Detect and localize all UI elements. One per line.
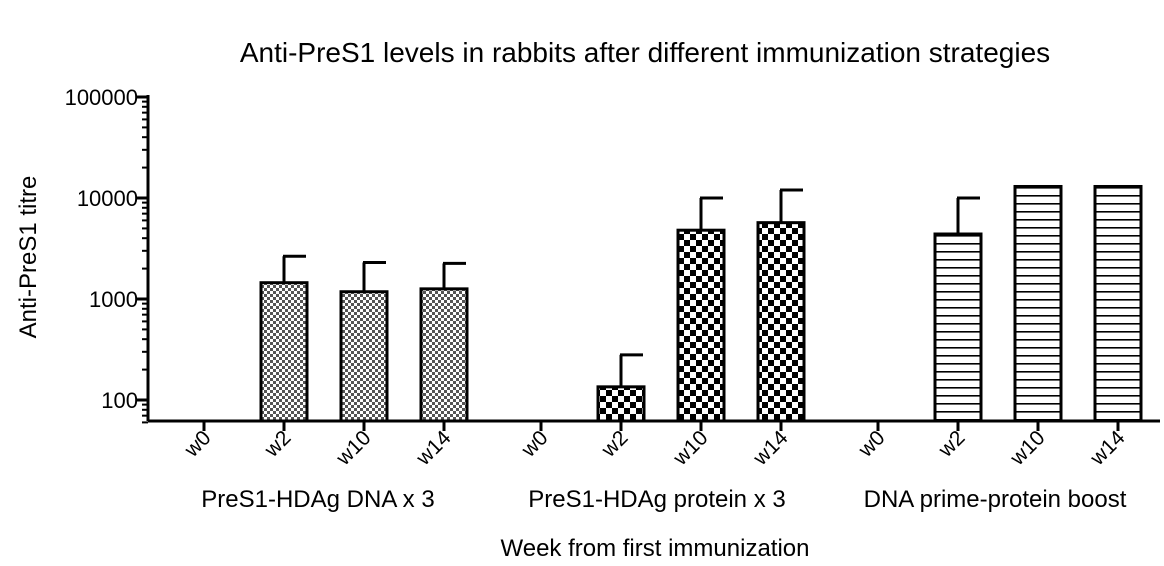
x-tick-label: w14 <box>1085 426 1129 470</box>
bar-0-w10 <box>339 290 389 423</box>
y-axis: 100 1000 10000 100000 <box>65 85 150 424</box>
bar-2-w10 <box>1013 184 1063 423</box>
x-tick-label: w2 <box>934 426 970 462</box>
y-tick-label: 1000 <box>89 287 138 312</box>
x-tick-label: w10 <box>331 426 375 470</box>
x-axis <box>148 419 1160 431</box>
y-tick-label: 100 <box>101 388 138 413</box>
group-label-0: PreS1-HDAg DNA x 3 <box>201 486 434 513</box>
x-tick-label: w0 <box>854 426 890 462</box>
bar-2-w14 <box>1093 184 1143 423</box>
y-axis-label: Anti-PreS1 titre <box>15 176 42 339</box>
error-bars <box>282 188 980 387</box>
x-tick-label: w0 <box>180 426 216 462</box>
group-label-1: PreS1-HDAg protein x 3 <box>528 486 785 513</box>
x-tick-label: w10 <box>668 426 712 470</box>
x-tick-label: w14 <box>748 426 792 470</box>
x-axis-label: Week from first immunization <box>501 535 810 562</box>
bars <box>259 184 1143 423</box>
chart-title: Anti-PreS1 levels in rabbits after diffe… <box>240 37 1050 68</box>
x-tick-label: w2 <box>597 426 633 462</box>
bar-1-w2 <box>596 385 646 423</box>
bar-1-w14 <box>756 221 806 423</box>
bar-0-w14 <box>419 287 469 423</box>
x-tick-label: w2 <box>260 426 296 462</box>
group-labels: PreS1-HDAg DNA x 3 PreS1-HDAg protein x 3… <box>201 486 1126 513</box>
bar-1-w10 <box>676 228 726 423</box>
y-tick-label: 10000 <box>77 186 138 211</box>
bar-0-w2 <box>259 281 309 423</box>
y-tick-label: 100000 <box>65 85 138 110</box>
x-tick-labels: w0 w2 w10 w14 w0 w2 w10 w14 w0 w2 w10 w14 <box>180 426 1130 470</box>
x-tick-label: w14 <box>411 426 455 470</box>
x-tick-label: w10 <box>1005 426 1049 470</box>
bar-2-w2 <box>933 232 983 423</box>
x-tick-label: w0 <box>517 426 553 462</box>
group-label-2: DNA prime-protein boost <box>864 486 1127 513</box>
